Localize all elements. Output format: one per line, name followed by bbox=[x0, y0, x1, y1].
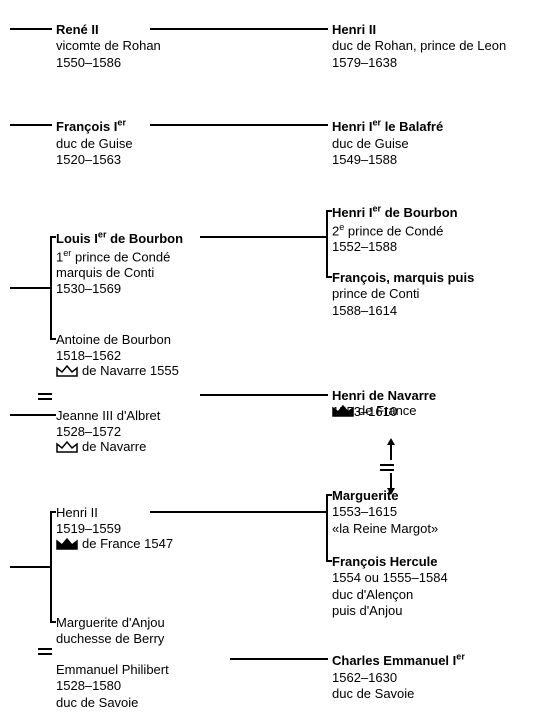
person-sub: 1528–1580 bbox=[56, 678, 169, 694]
person-title: François Ier bbox=[56, 119, 126, 134]
person-henri1_balafre: Henri Ier le Balafré duc de Guise1549–158… bbox=[332, 118, 443, 168]
person-sub: duchesse de Berry bbox=[56, 631, 165, 647]
person-sub: 1520–1563 bbox=[56, 152, 133, 168]
connector-stub bbox=[326, 494, 332, 496]
person-sub: 1553–1615 bbox=[332, 504, 438, 520]
connector-line bbox=[230, 658, 328, 660]
connector-line bbox=[150, 511, 328, 513]
person-sub: marquis de Conti bbox=[56, 265, 183, 281]
connector-line bbox=[150, 124, 328, 126]
marriage-symbol bbox=[38, 393, 52, 403]
connector-line bbox=[10, 566, 50, 568]
connector-stub bbox=[50, 511, 56, 513]
connector-line bbox=[200, 394, 328, 396]
connector-line bbox=[50, 511, 52, 623]
crown-text: de France bbox=[358, 403, 417, 419]
person-title: Antoine de Bourbon bbox=[56, 332, 171, 348]
person-sub: 1554 ou 1555–1584 bbox=[332, 570, 448, 586]
person-antoine_bourbon: Antoine de Bourbon1518–1562 bbox=[56, 332, 171, 365]
person-title: Louis Ier de Bourbon bbox=[56, 231, 183, 246]
crown-text: de Navarre bbox=[82, 439, 146, 455]
connector-line bbox=[10, 124, 52, 126]
person-sub: 1530–1569 bbox=[56, 281, 183, 297]
crown-text: de Navarre 1555 bbox=[82, 363, 179, 379]
person-title: Henri II bbox=[332, 22, 376, 37]
person-title: Henri de Navarre bbox=[332, 388, 436, 404]
connector-line bbox=[10, 28, 52, 30]
person-francois1_guise: François Ier duc de Guise1520–1563 bbox=[56, 118, 133, 168]
connector-stub bbox=[50, 338, 56, 340]
connector-stub bbox=[326, 210, 332, 212]
person-sub: 1579–1638 bbox=[332, 55, 506, 71]
person-title: Jeanne III d'Albret bbox=[56, 408, 160, 424]
person-sub: 1er prince de Condé bbox=[56, 248, 183, 266]
person-sub: duc de Savoie bbox=[332, 686, 465, 702]
person-title: Henri Ier de Bourbon bbox=[332, 205, 458, 220]
person-henri2_fr: Henri II1519–1559 bbox=[56, 505, 121, 538]
person-title: Marguerite d'Anjou bbox=[56, 615, 165, 631]
person-title: Henri Ier le Balafré bbox=[332, 119, 443, 134]
person-sub: 1588–1614 bbox=[332, 303, 474, 319]
person-francois_hercule: François Hercule1554 ou 1555–1584duc d'A… bbox=[332, 554, 448, 619]
connector-line bbox=[50, 236, 52, 340]
connector-line bbox=[326, 210, 328, 278]
person-francois_conti: François, marquis puisprince de Conti158… bbox=[332, 270, 474, 319]
person-title: François Hercule bbox=[332, 554, 448, 570]
person-title: Emmanuel Philibert bbox=[56, 662, 169, 678]
person-emmanuel_philibert: Emmanuel Philibert1528–1580duc de Savoie bbox=[56, 662, 169, 711]
arrow-up bbox=[386, 438, 396, 463]
person-sub: 1550–1586 bbox=[56, 55, 161, 71]
person-louis1_bourbon: Louis Ier de Bourbon 1er prince de Condém… bbox=[56, 230, 183, 298]
person-rene2: René IIvicomte de Rohan1550–1586 bbox=[56, 22, 161, 71]
person-sub: puis d'Anjou bbox=[332, 603, 448, 619]
connector-line bbox=[10, 414, 50, 416]
person-charles_emmanuel: Charles Emmanuel Ier 1562–1630duc de Savo… bbox=[332, 652, 465, 702]
connector-line bbox=[10, 287, 50, 289]
person-henri2_rohan: Henri IIduc de Rohan, prince de Leon1579… bbox=[332, 22, 506, 71]
connector-stub bbox=[326, 276, 332, 278]
crown-text: de France 1547 bbox=[82, 536, 173, 552]
connector-stub bbox=[50, 236, 56, 238]
person-sub: 1562–1630 bbox=[332, 670, 465, 686]
marriage-symbol bbox=[38, 648, 52, 658]
person-marguerite_anjou: Marguerite d'Anjouduchesse de Berry bbox=[56, 615, 165, 648]
person-sub: duc de Savoie bbox=[56, 695, 169, 711]
connector-stub bbox=[50, 621, 56, 623]
person-sub: vicomte de Rohan bbox=[56, 38, 161, 54]
person-sub: 1552–1588 bbox=[332, 239, 458, 255]
person-title: Charles Emmanuel Ier bbox=[332, 653, 465, 668]
connector-line bbox=[326, 494, 328, 562]
person-title: Henri II bbox=[56, 505, 121, 521]
person-jeanne3: Jeanne III d'Albret1528–1572 bbox=[56, 408, 160, 441]
person-henri1_bourbon: Henri Ier de Bourbon 2e prince de Condé15… bbox=[332, 204, 458, 255]
person-title: René II bbox=[56, 22, 99, 37]
person-sub: duc d'Alençon bbox=[332, 587, 448, 603]
connector-line bbox=[150, 28, 328, 30]
person-sub: duc de Rohan, prince de Leon bbox=[332, 38, 506, 54]
arrow-down bbox=[386, 473, 396, 498]
person-sub: 2e prince de Condé bbox=[332, 222, 458, 240]
person-sub: «la Reine Margot» bbox=[332, 521, 438, 537]
person-sub: duc de Guise bbox=[56, 136, 133, 152]
person-title: François, marquis puis bbox=[332, 270, 474, 285]
person-sub: duc de Guise bbox=[332, 136, 443, 152]
person-sub: 1549–1588 bbox=[332, 152, 443, 168]
connector-stub bbox=[326, 560, 332, 562]
connector-line bbox=[200, 236, 328, 238]
person-sub: prince de Conti bbox=[332, 286, 474, 302]
connector-stub bbox=[50, 414, 56, 416]
